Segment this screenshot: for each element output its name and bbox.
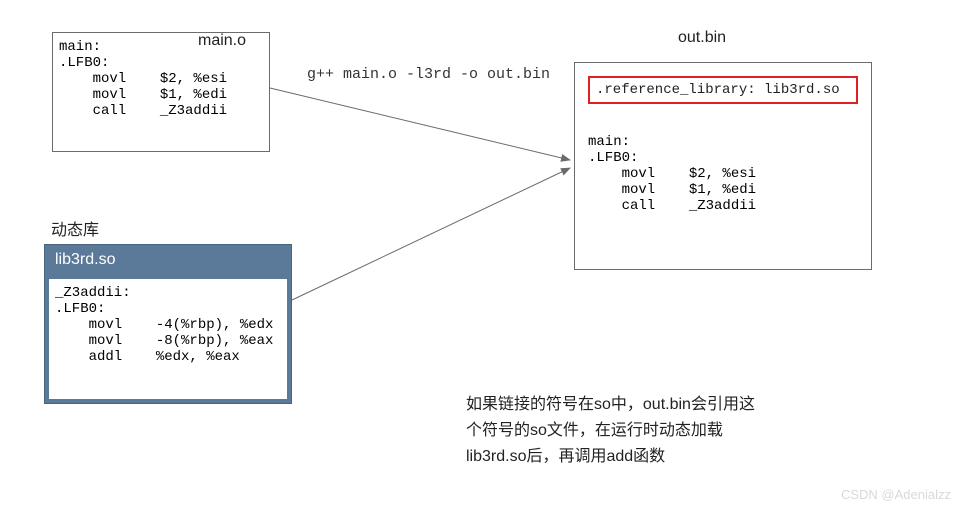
arrow-main-to-out — [270, 88, 570, 160]
main-o-title: main.o — [198, 32, 246, 50]
explanation-text: 如果链接的符号在so中，out.bin会引用这 个符号的so文件，在运行时动态加… — [466, 392, 755, 470]
dynlib-label: 动态库 — [51, 216, 99, 240]
lib3rd-code: _Z3addii: .LFB0: movl -4(%rbp), %edx mov… — [49, 279, 287, 399]
out-bin-title: out.bin — [678, 29, 726, 47]
lib3rd-header: lib3rd.so — [45, 245, 291, 275]
lib3rd-outer: lib3rd.so _Z3addii: .LFB0: movl -4(%rbp)… — [44, 244, 292, 404]
watermark: CSDN @Adenialzz — [841, 487, 951, 502]
arrow-lib-to-out — [292, 168, 570, 300]
compile-command: g++ main.o -l3rd -o out.bin — [307, 66, 550, 83]
main-o-box: main: .LFB0: movl $2, %esi movl $1, %edi… — [52, 32, 270, 152]
reference-library-box: .reference_library: lib3rd.so — [588, 76, 858, 104]
out-bin-code: main: .LFB0: movl $2, %esi movl $1, %edi… — [588, 134, 756, 214]
